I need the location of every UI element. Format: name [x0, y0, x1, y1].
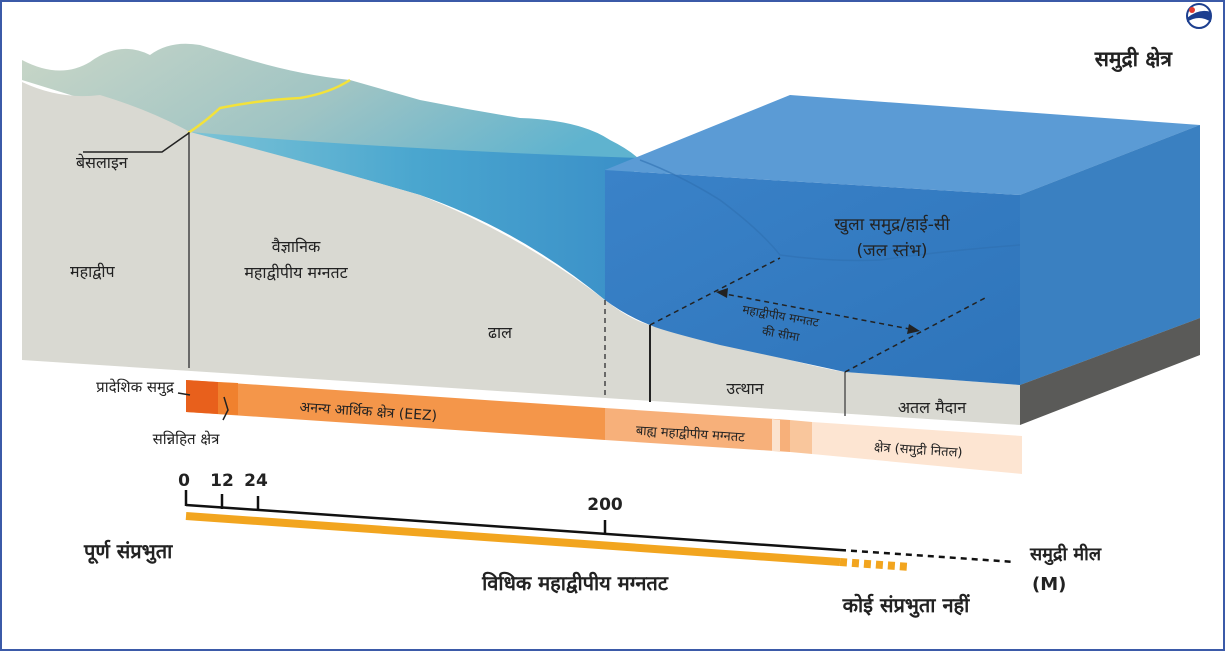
label-open-sea-2: (जल स्तंभ) — [856, 241, 927, 261]
label-slope: ढाल — [488, 323, 513, 342]
label-contiguous-zone: सन्निहित क्षेत्र — [153, 430, 220, 448]
scale-tick-24: 24 — [244, 471, 268, 491]
legend-legal-shelf: विधिक महाद्वीपीय मग्नतट — [481, 571, 669, 595]
label-rise: उत्थान — [726, 379, 764, 398]
scale-unit-2: (M) — [1032, 574, 1066, 595]
label-area: क्षेत्र (समुद्री नितल) — [874, 439, 963, 461]
label-shelf-limit-2: की सीमा — [761, 324, 801, 344]
sovereignty-band-dashed — [839, 558, 911, 571]
logo-icon — [1186, 3, 1212, 29]
zone-bands — [186, 380, 1022, 474]
scale-tick-0: 0 — [178, 471, 190, 491]
label-continent: महाद्वीप — [70, 262, 116, 281]
shelf-limit-outline — [649, 257, 986, 373]
sovereignty-band — [185, 512, 841, 566]
scale-unit-1: समुद्री मील — [1029, 543, 1102, 566]
scale-tick-12: 12 — [210, 471, 234, 491]
page-title: समुद्री क्षेत्र — [1094, 46, 1174, 73]
label-baseline: बेसलाइन — [76, 153, 129, 172]
territorial-pointer — [177, 392, 191, 396]
arrow-left-icon — [716, 288, 728, 298]
land-cross-section — [22, 82, 1020, 425]
coastline — [187, 78, 351, 135]
shallow-water — [190, 132, 640, 300]
contiguous-pointer — [222, 396, 229, 421]
legend-no-sovereignty: कोई संप्रभुता नहीं — [842, 593, 971, 618]
label-territorial-sea: प्रादेशिक समुद्र — [96, 378, 175, 397]
label-scientific-shelf-2: महाद्वीपीय मग्नतट — [244, 263, 348, 282]
arrow-right-icon — [907, 324, 920, 334]
scale-axis — [184, 490, 1016, 564]
label-outer-shelf: बाह्य महाद्वीपीय मग्नतट — [635, 423, 745, 446]
label-open-sea-1: खुला समुद्र/हाई-सी — [834, 214, 950, 235]
label-abyssal-plain: अतल मैदान — [898, 398, 967, 417]
baseline-pointer — [83, 132, 190, 153]
scale-tick-200: 200 — [587, 495, 623, 515]
legend-full-sovereignty: पूर्ण संप्रभुता — [83, 539, 173, 564]
label-scientific-shelf-1: वैज्ञानिक — [272, 237, 321, 256]
